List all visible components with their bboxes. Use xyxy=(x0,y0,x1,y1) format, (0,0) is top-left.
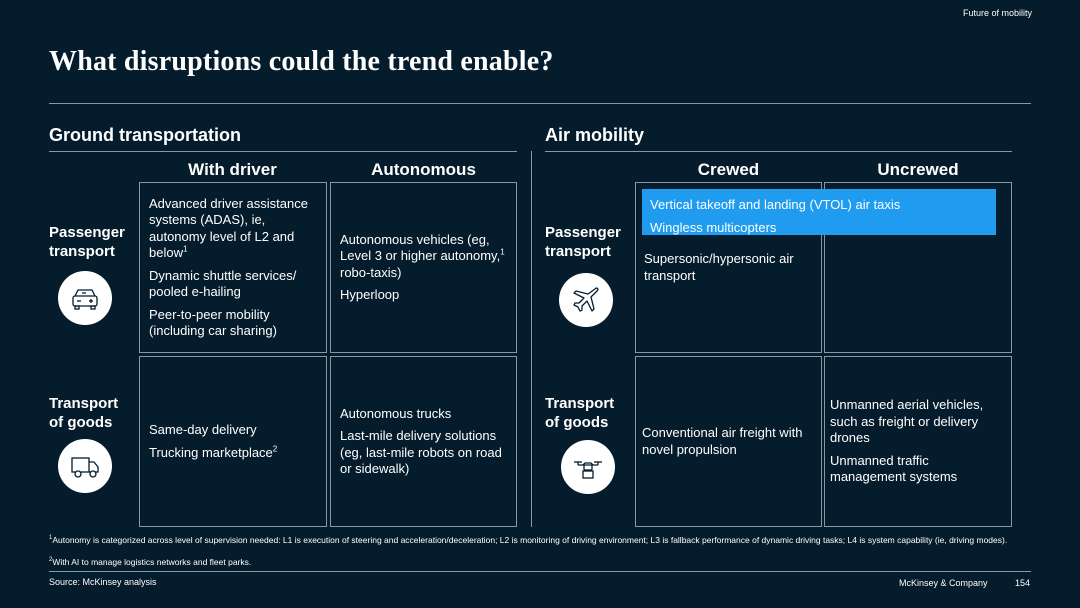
vtol-highlight-band: Vertical takeoff and landing (VTOL) air … xyxy=(642,189,996,235)
col-header-with-driver: With driver xyxy=(188,160,277,179)
list-item: Same-day delivery xyxy=(149,422,257,437)
page-kicker: Future of mobility xyxy=(962,8,1032,18)
ground-section-rule xyxy=(49,151,517,152)
air-row-label-goods: Transport of goods xyxy=(545,395,615,431)
truck-icon xyxy=(58,439,112,493)
title-divider xyxy=(49,103,1031,104)
list-item: Unmanned traffic management systems xyxy=(830,452,958,485)
footer-divider xyxy=(49,571,1031,572)
air-section-rule xyxy=(545,151,1012,152)
list-item: Vertical takeoff and landing (VTOL) air … xyxy=(650,197,901,212)
page-title: What disruptions could the trend enable? xyxy=(49,46,554,77)
list-item: Dynamic shuttle services/ pooled e-haili… xyxy=(149,267,297,300)
drone-icon xyxy=(561,440,615,494)
cell-air-goods-uncrewed: Unmanned aerial vehicles, such as freigh… xyxy=(824,356,1012,527)
footnote-2: 2With AI to manage logistics networks an… xyxy=(49,557,252,567)
airplane-icon xyxy=(559,273,613,327)
source-note: Source: McKinsey analysis xyxy=(49,577,157,587)
page-number: 154 xyxy=(1015,578,1031,588)
section-divider xyxy=(531,151,532,527)
col-header-uncrewed: Uncrewed xyxy=(877,160,959,179)
cell-ground-goods-with-driver: Same-day delivery Trucking marketplace2 xyxy=(139,356,327,527)
cell-ground-passenger-autonomous: Autonomous vehicles (eg, Level 3 or high… xyxy=(330,182,517,353)
cell-ground-passenger-with-driver: Advanced driver assistance systems (ADAS… xyxy=(139,182,327,353)
list-item: Advanced driver assistance systems (ADAS… xyxy=(149,195,308,261)
list-item: Autonomous vehicles (eg, Level 3 or high… xyxy=(340,231,505,280)
cell-air-passenger-uncrewed xyxy=(824,182,1012,353)
list-item: Conventional air freight with novel prop… xyxy=(642,425,803,457)
list-item: Trucking marketplace2 xyxy=(149,444,278,460)
air-section-title: Air mobility xyxy=(545,125,645,145)
list-item: Autonomous trucks xyxy=(340,405,452,421)
col-header-crewed: Crewed xyxy=(697,160,760,179)
list-item: Hyperloop xyxy=(340,287,400,302)
list-item: Unmanned aerial vehicles, such as freigh… xyxy=(830,397,984,446)
cell-air-passenger-crewed xyxy=(635,182,822,353)
car-icon xyxy=(58,271,112,325)
footnote-1: 1Autonomy is categorized across level of… xyxy=(49,535,1008,545)
company-name: McKinsey & Company xyxy=(899,578,988,588)
ground-row-label-passenger: Passenger transport xyxy=(49,224,125,260)
ground-row-label-goods: Transport of goods xyxy=(49,395,119,431)
list-item: Wingless multicopters xyxy=(650,220,777,235)
col-header-autonomous: Autonomous xyxy=(371,160,476,179)
cell-ground-goods-autonomous: Autonomous trucks Last-mile delivery sol… xyxy=(330,356,517,527)
cell-air-goods-crewed: Conventional air freight with novel prop… xyxy=(635,356,822,527)
air-row-label-passenger: Passenger transport xyxy=(545,224,621,260)
ground-section-title: Ground transportation xyxy=(49,125,241,145)
list-item: Supersonic/hypersonic air transport xyxy=(644,251,794,283)
list-item: Peer-to-peer mobility (including car sha… xyxy=(149,306,277,339)
list-item: Last-mile delivery solutions (eg, last-m… xyxy=(340,428,502,476)
